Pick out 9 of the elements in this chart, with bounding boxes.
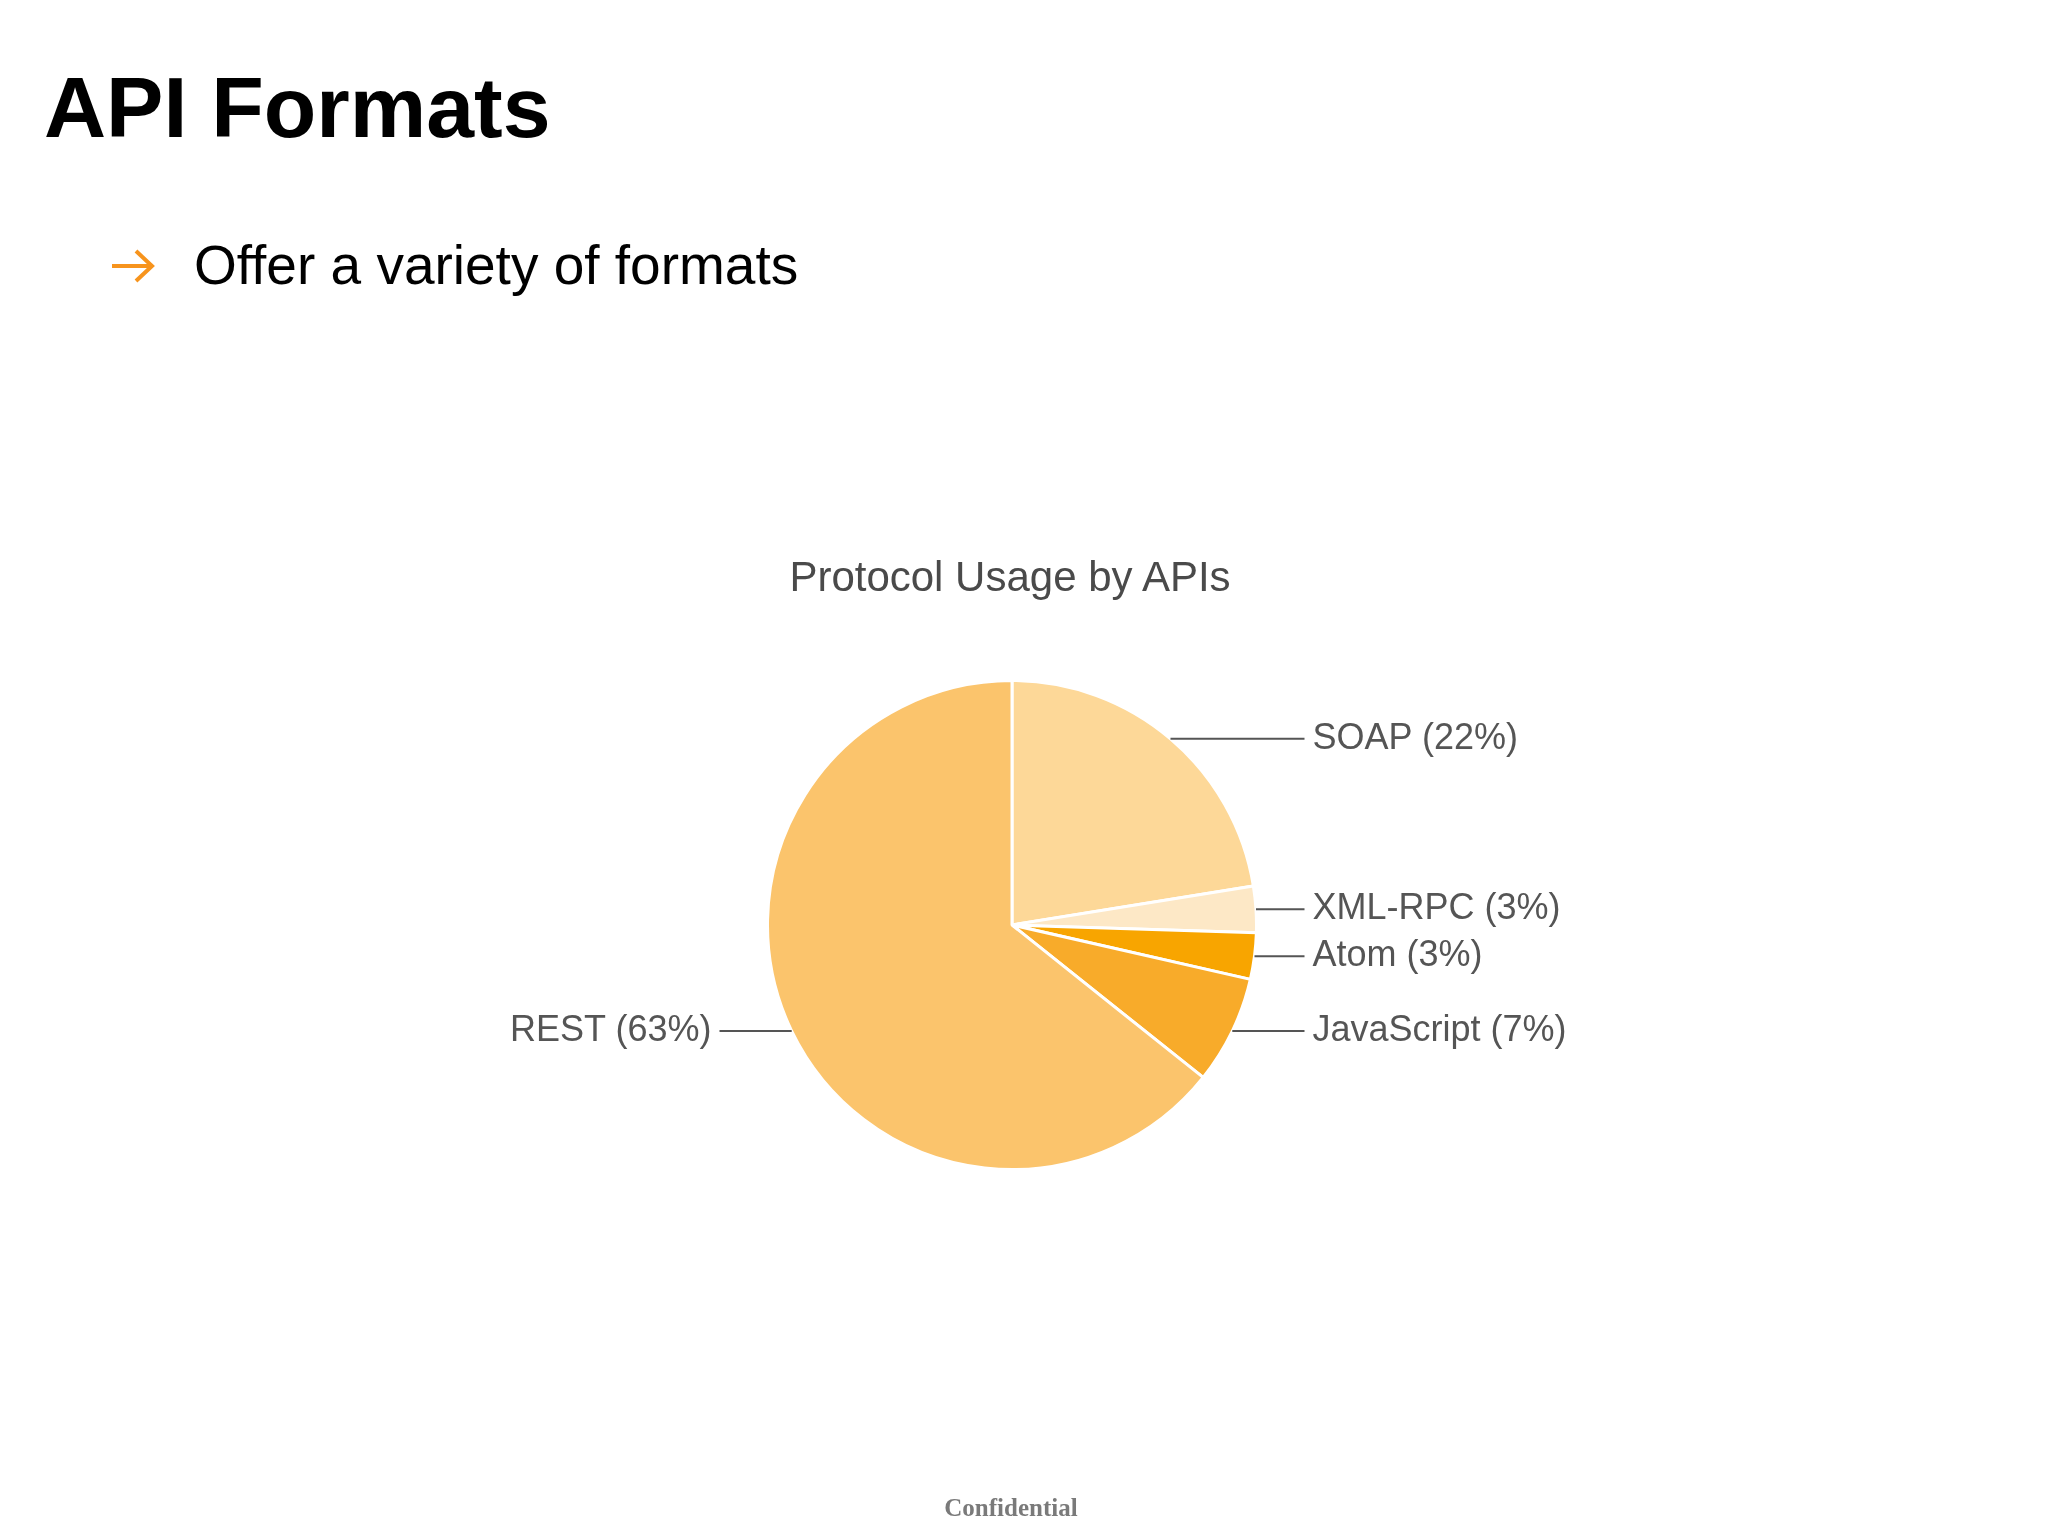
- slice-label: XML-RPC (3%): [1312, 886, 1561, 928]
- slice-label: JavaScript (7%): [1312, 1008, 1567, 1050]
- slice-label: Atom (3%): [1312, 933, 1483, 975]
- text: Protocol Usage by APIs: [788, 553, 1232, 601]
- chart-subtitle: Offer a variety of formats: [194, 233, 799, 298]
- slice-label: REST (63%): [510, 1008, 712, 1050]
- text: Confidential: [943, 1494, 1079, 1522]
- chart-title: API Formats: [44, 59, 551, 155]
- slice-label: SOAP (22%): [1312, 715, 1518, 757]
